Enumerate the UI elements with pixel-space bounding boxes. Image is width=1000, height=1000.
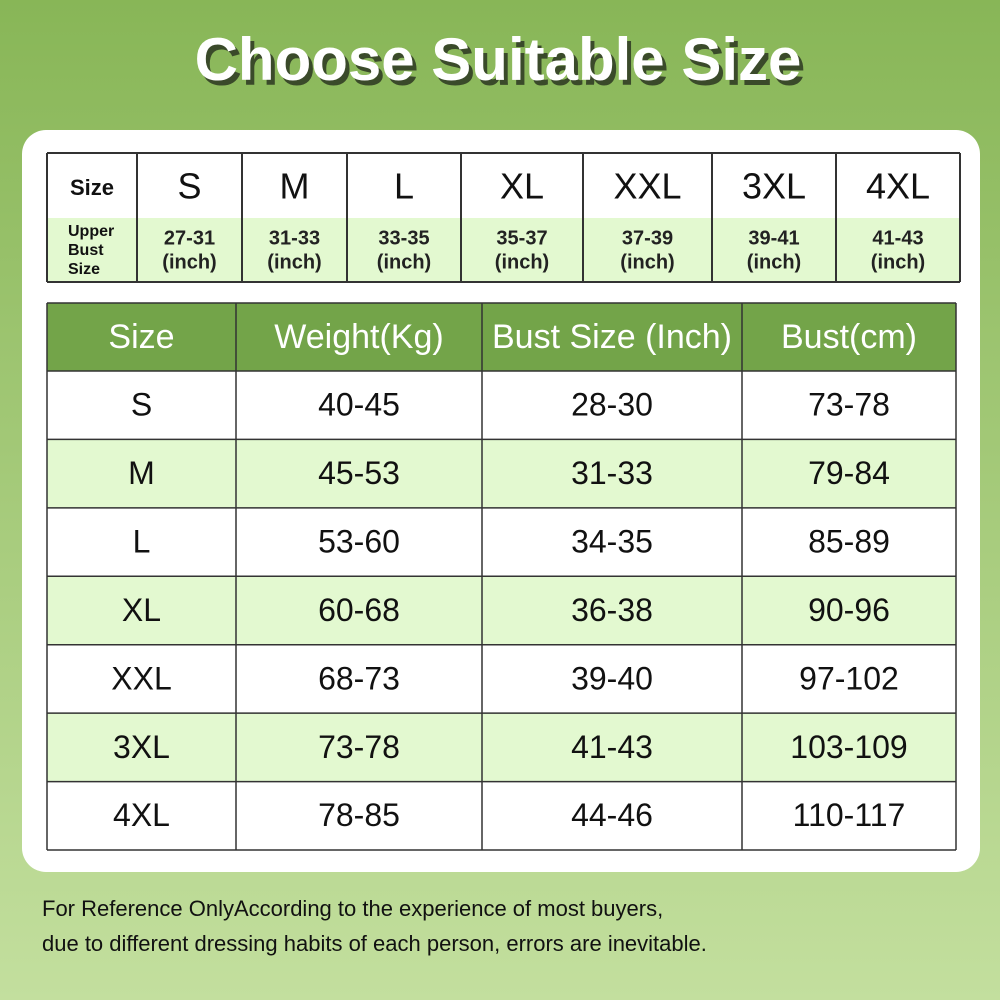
cell: S: [131, 387, 152, 423]
cell: 34-35: [571, 524, 653, 560]
cell-line: Bust: [68, 242, 104, 259]
header-cell: Bust(cm): [781, 318, 917, 356]
cell: L: [133, 524, 151, 560]
cell: 60-68: [318, 592, 400, 628]
cell: 4XL: [113, 797, 170, 833]
cell-line: (inch): [747, 251, 801, 273]
cell: XL: [122, 592, 161, 628]
cell-line: (inch): [620, 251, 674, 273]
cell: 73-78: [808, 387, 890, 423]
cell: 36-38: [571, 592, 653, 628]
row-bg: [47, 507, 956, 577]
row-bg: [47, 218, 960, 282]
cell: 97-102: [799, 660, 899, 696]
cell-line: Size: [68, 261, 100, 278]
cell: 39-40: [571, 660, 653, 696]
row-bg: [47, 439, 956, 508]
cell-line: (inch): [162, 251, 216, 273]
cell: 79-84: [808, 455, 890, 491]
cell: 3XL: [113, 729, 170, 765]
header-cell: XXL: [613, 166, 681, 207]
cell-line: (inch): [495, 251, 549, 273]
cell-line: (inch): [267, 251, 321, 273]
cell: M: [128, 455, 155, 491]
title: Choose Suitable Size: [195, 26, 802, 93]
cell-line: 35-37: [496, 227, 547, 249]
cell: 90-96: [808, 592, 890, 628]
note-line: For Reference OnlyAccording to the exper…: [42, 896, 663, 921]
cell: 103-109: [790, 729, 907, 765]
header-cell: M: [280, 166, 310, 207]
header-cell: Size: [70, 175, 114, 200]
header-cell: 3XL: [742, 166, 806, 207]
top-table: Size S M L XL XXL 3XL 4XLUpperBustSize27-31(inc…: [46, 152, 961, 283]
cell: 45-53: [318, 455, 400, 491]
title-shadow: Choose Suitable Size: [199, 31, 806, 98]
cell: 78-85: [318, 797, 400, 833]
cell-line: 41-43: [872, 227, 923, 249]
header-cell: Weight(Kg): [274, 318, 443, 356]
row-bg: [47, 644, 956, 714]
cell-line: (inch): [871, 251, 925, 273]
row-bg: [47, 713, 956, 782]
header-cell: Bust Size (Inch): [492, 318, 732, 356]
header-cell: S: [177, 166, 201, 207]
cell: 44-46: [571, 797, 653, 833]
row-bg: [47, 781, 956, 850]
note-line: due to different dressing habits of each…: [42, 931, 707, 956]
cell: 53-60: [318, 524, 400, 560]
cell: XXL: [111, 660, 171, 696]
cell: 41-43: [571, 729, 653, 765]
cell: 110-117: [793, 797, 906, 833]
cell: 40-45: [318, 387, 400, 423]
cell: 28-30: [571, 387, 653, 423]
header-bg: [47, 303, 956, 371]
header-cell: Size: [108, 318, 174, 356]
header-cell: L: [394, 166, 414, 207]
cell-line: 37-39: [622, 227, 673, 249]
cell: 85-89: [808, 524, 890, 560]
header-cell: XL: [500, 166, 544, 207]
row-bg: [47, 576, 956, 645]
cell-line: Upper: [68, 223, 114, 240]
row-bg: [47, 371, 956, 440]
cell: 73-78: [318, 729, 400, 765]
cell-line: (inch): [377, 251, 431, 273]
cell-line: 39-41: [748, 227, 799, 249]
cell: 68-73: [318, 660, 400, 696]
header-cell: 4XL: [866, 166, 930, 207]
cell: 31-33: [571, 455, 653, 491]
main-table: Size Weight(Kg) Bust Size (Inch) Bust(cm) S 4…: [46, 302, 957, 851]
cell-line: 31-33: [269, 227, 320, 249]
cell-line: 27-31: [164, 227, 215, 249]
cell-line: 33-35: [378, 227, 429, 249]
